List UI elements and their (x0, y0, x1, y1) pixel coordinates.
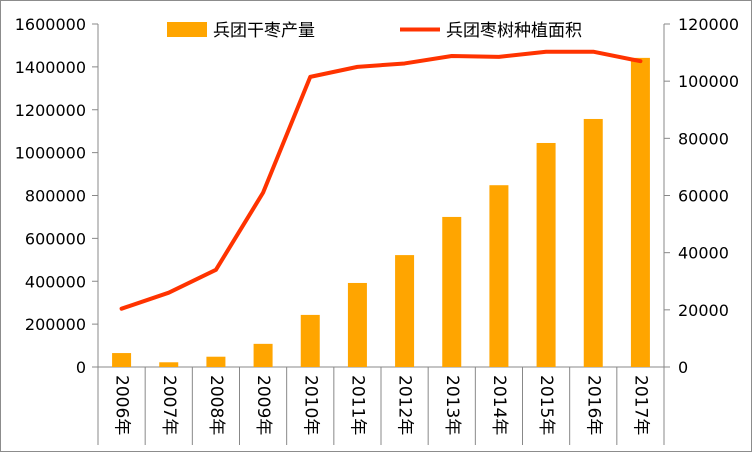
bar (536, 142, 556, 367)
bar (630, 57, 650, 368)
legend-label-bar: 兵团干枣产量 (213, 21, 315, 41)
line-point (591, 50, 595, 54)
bar (489, 185, 509, 367)
right-tick-label: 0 (678, 358, 688, 377)
bar (583, 118, 603, 367)
bar (159, 362, 179, 367)
line-point (544, 50, 548, 54)
legend-label-line: 兵团枣树种植面积 (446, 21, 582, 41)
bar (442, 216, 462, 367)
left-tick-label: 800000 (25, 187, 86, 206)
bar (112, 353, 132, 367)
x-axis: 2006年 2007年 2008年 2009年 2010年 2011年 2012年 2013年… (97, 366, 665, 445)
x-tick-label: 2012年 (395, 375, 415, 435)
right-tick-label: 60000 (678, 187, 729, 206)
line-series (119, 49, 643, 311)
left-tick-label: 1200000 (15, 101, 86, 120)
bar (206, 356, 226, 367)
x-tick-label: 2006年 (112, 375, 132, 435)
x-tick-label: 2008年 (206, 375, 226, 435)
bar-series (112, 57, 650, 368)
line-point (120, 307, 124, 311)
bar (395, 255, 415, 367)
legend-swatch-bar (167, 22, 207, 37)
right-tick-label: 20000 (678, 301, 729, 320)
line-point (638, 59, 642, 63)
left-tick-label: 1600000 (15, 15, 86, 34)
right-axis: 0 20000 40000 60000 80000 100000 120000 (663, 15, 739, 377)
bar (300, 314, 320, 367)
bar (253, 343, 273, 367)
x-tick-label: 2011年 (347, 375, 367, 435)
x-tick-label: 2010年 (300, 375, 320, 435)
line-point (450, 54, 454, 58)
x-tick-label: 2013年 (442, 375, 462, 435)
left-tick-label: 0 (76, 358, 86, 377)
left-tick-label: 200000 (25, 315, 86, 334)
line-point (167, 291, 171, 295)
x-tick-label: 2017年 (630, 375, 650, 435)
left-tick-label: 1000000 (15, 144, 86, 163)
line-point (261, 191, 265, 195)
right-tick-label: 120000 (678, 15, 739, 34)
line-point (497, 55, 501, 59)
bar (347, 282, 367, 367)
left-tick-label: 600000 (25, 229, 86, 248)
left-tick-label: 400000 (25, 272, 86, 291)
right-tick-label: 100000 (678, 72, 739, 91)
x-tick-label: 2016年 (583, 375, 603, 435)
x-tick-label: 2009年 (253, 375, 273, 435)
legend: 兵团干枣产量 兵团枣树种植面积 (167, 21, 582, 41)
line-point (214, 268, 218, 272)
left-tick-label: 1400000 (15, 58, 86, 77)
line-point (403, 61, 407, 65)
series-line (119, 49, 643, 311)
line-point (355, 65, 359, 69)
right-tick-label: 40000 (678, 244, 729, 263)
x-tick-label: 2014年 (489, 375, 509, 435)
x-tick-label: 2015年 (536, 375, 556, 435)
right-tick-label: 80000 (678, 129, 729, 148)
x-tick-label: 2007年 (159, 375, 179, 435)
line-point (308, 75, 312, 79)
left-axis: 0 200000 400000 600000 800000 1000000 1200000 1… (15, 15, 99, 377)
